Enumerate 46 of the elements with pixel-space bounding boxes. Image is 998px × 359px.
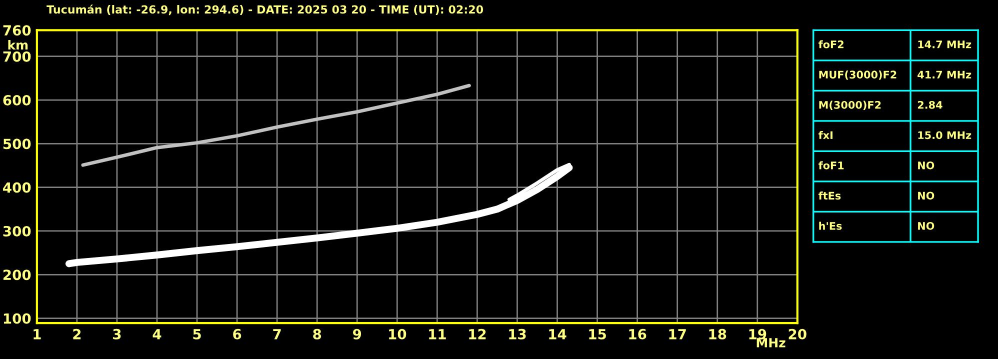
y-tick-label: 400 <box>3 182 31 193</box>
y-tick-label: 760 <box>3 25 31 36</box>
text: 2.84 <box>918 100 942 109</box>
y-tick-label: 300 <box>3 226 31 236</box>
x-tick-label: 4 <box>152 329 162 340</box>
x-tick-label: 7 <box>273 329 281 340</box>
text: NO <box>918 161 934 170</box>
text: MUF(3000)F2 <box>819 70 896 80</box>
y-axis-title: km <box>8 40 28 50</box>
x-tick-label: 17 <box>669 329 686 340</box>
text: fxI <box>818 131 832 139</box>
y-tick-label: 200 <box>3 270 31 280</box>
x-tick-label: 20 <box>788 328 806 340</box>
text: 15.0 MHz <box>918 131 972 140</box>
x-tick-label: 13 <box>509 328 526 340</box>
x-tick-label: 11 <box>429 329 446 340</box>
text: NO <box>918 222 934 230</box>
text: foF2 <box>818 40 844 48</box>
x-tick-label: 16 <box>629 328 646 340</box>
text: foF1 <box>818 161 844 170</box>
text: M(3000)F2 <box>819 100 881 110</box>
chart-title: Tucumán (lat: -26.9, lon: 294.6) - DATE: 2025 03 20 - TIME (UT): 02:20 <box>46 4 484 16</box>
x-tick-label: 6 <box>233 328 242 340</box>
y-tick-label: 600 <box>3 94 31 106</box>
text: ftEs <box>818 192 841 200</box>
x-tick-label: 2 <box>73 328 81 340</box>
x-tick-label: 8 <box>313 328 322 340</box>
text: NO <box>918 192 934 200</box>
text: h'Es <box>819 222 842 230</box>
text: 41.7 MHz <box>918 70 972 78</box>
text: 14.7 MHz <box>918 40 972 48</box>
x-tick-label: 15 <box>589 329 606 340</box>
x-tick-label: 18 <box>709 328 726 340</box>
y-tick-label: 700 <box>3 51 31 62</box>
x-tick-label: 19 <box>749 328 766 340</box>
y-tick-label: 500 <box>3 138 31 150</box>
x-tick-label: 12 <box>469 328 486 340</box>
x-tick-label: 9 <box>353 328 362 340</box>
x-tick-label: 1 <box>34 329 41 340</box>
x-tick-label: 14 <box>549 329 566 340</box>
line-series <box>81 84 471 167</box>
x-axis-title: MHz <box>756 338 786 348</box>
x-tick-label: 10 <box>389 328 406 340</box>
x-tick-label: 5 <box>193 329 201 340</box>
y-tick-label: 100 <box>4 313 31 324</box>
x-tick-label: 3 <box>113 328 121 340</box>
